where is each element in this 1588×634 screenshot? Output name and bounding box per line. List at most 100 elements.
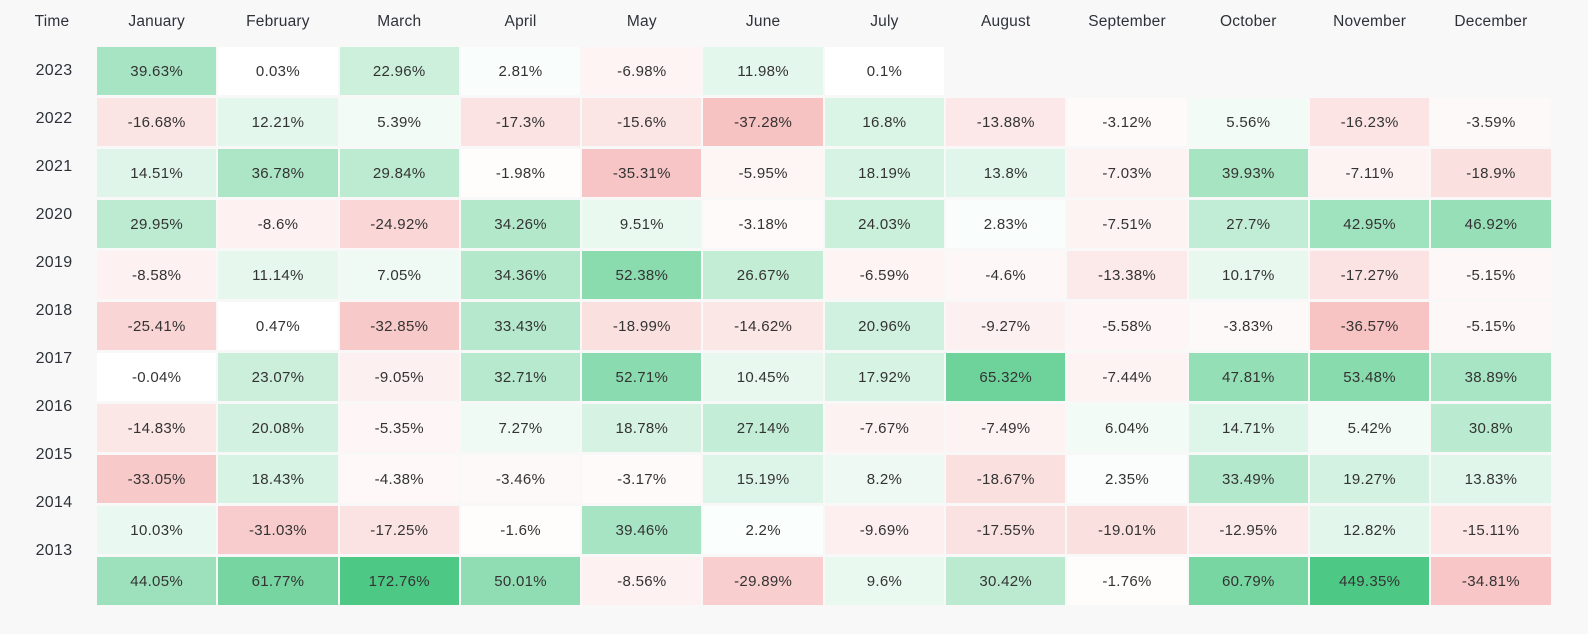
- heatmap-cell[interactable]: 7.05%: [339, 251, 459, 299]
- heatmap-cell[interactable]: 12.21%: [218, 98, 338, 146]
- heatmap-cell[interactable]: 27.7%: [1188, 200, 1308, 248]
- heatmap-cell[interactable]: -34.81%: [1431, 557, 1551, 605]
- heatmap-cell[interactable]: -8.58%: [97, 251, 217, 299]
- heatmap-cell[interactable]: -35.31%: [582, 149, 702, 197]
- heatmap-cell[interactable]: 42.95%: [1309, 200, 1430, 248]
- heatmap-cell[interactable]: -14.62%: [703, 302, 823, 350]
- heatmap-cell[interactable]: 15.19%: [703, 455, 823, 503]
- heatmap-cell[interactable]: -15.11%: [1431, 506, 1551, 554]
- heatmap-cell[interactable]: -12.95%: [1188, 506, 1308, 554]
- heatmap-cell[interactable]: 18.19%: [824, 149, 945, 197]
- heatmap-cell[interactable]: 39.63%: [97, 47, 217, 95]
- heatmap-cell[interactable]: 36.78%: [218, 149, 338, 197]
- heatmap-cell[interactable]: 29.84%: [339, 149, 459, 197]
- heatmap-cell[interactable]: -37.28%: [703, 98, 823, 146]
- heatmap-cell[interactable]: 7.27%: [460, 404, 581, 452]
- heatmap-cell[interactable]: 10.45%: [703, 353, 823, 401]
- heatmap-cell[interactable]: 46.92%: [1431, 200, 1551, 248]
- heatmap-cell[interactable]: -13.38%: [1067, 251, 1187, 299]
- heatmap-cell[interactable]: 60.79%: [1188, 557, 1308, 605]
- heatmap-cell[interactable]: 50.01%: [460, 557, 581, 605]
- heatmap-cell[interactable]: 18.78%: [582, 404, 702, 452]
- heatmap-cell[interactable]: -1.76%: [1067, 557, 1187, 605]
- heatmap-cell[interactable]: 20.08%: [218, 404, 338, 452]
- heatmap-cell[interactable]: 30.8%: [1431, 404, 1551, 452]
- heatmap-cell[interactable]: 53.48%: [1309, 353, 1430, 401]
- heatmap-cell[interactable]: 33.49%: [1188, 455, 1308, 503]
- heatmap-cell[interactable]: 2.81%: [460, 47, 581, 95]
- heatmap-cell[interactable]: 20.96%: [824, 302, 945, 350]
- heatmap-cell[interactable]: 39.46%: [582, 506, 702, 554]
- heatmap-cell[interactable]: 172.76%: [339, 557, 459, 605]
- heatmap-cell[interactable]: 2.83%: [946, 200, 1066, 248]
- heatmap-cell[interactable]: 19.27%: [1309, 455, 1430, 503]
- heatmap-cell[interactable]: 24.03%: [824, 200, 945, 248]
- heatmap-cell[interactable]: -8.6%: [218, 200, 338, 248]
- heatmap-cell[interactable]: 38.89%: [1431, 353, 1551, 401]
- heatmap-cell[interactable]: 2.35%: [1067, 455, 1187, 503]
- heatmap-cell[interactable]: 0.03%: [218, 47, 338, 95]
- heatmap-cell[interactable]: 65.32%: [946, 353, 1066, 401]
- heatmap-cell[interactable]: -17.3%: [460, 98, 581, 146]
- heatmap-cell[interactable]: -3.59%: [1431, 98, 1551, 146]
- heatmap-cell[interactable]: -3.17%: [582, 455, 702, 503]
- heatmap-cell[interactable]: 44.05%: [97, 557, 217, 605]
- heatmap-cell[interactable]: -17.55%: [946, 506, 1066, 554]
- heatmap-cell[interactable]: -24.92%: [339, 200, 459, 248]
- heatmap-cell[interactable]: -1.6%: [460, 506, 581, 554]
- heatmap-cell[interactable]: 34.26%: [460, 200, 581, 248]
- heatmap-cell[interactable]: 2.2%: [703, 506, 823, 554]
- heatmap-cell[interactable]: -16.23%: [1309, 98, 1430, 146]
- heatmap-cell[interactable]: -4.38%: [339, 455, 459, 503]
- heatmap-cell[interactable]: -7.67%: [824, 404, 945, 452]
- heatmap-cell[interactable]: 11.98%: [703, 47, 823, 95]
- heatmap-cell[interactable]: 5.56%: [1188, 98, 1308, 146]
- heatmap-cell[interactable]: -32.85%: [339, 302, 459, 350]
- heatmap-cell[interactable]: 23.07%: [218, 353, 338, 401]
- heatmap-cell[interactable]: -4.6%: [946, 251, 1066, 299]
- heatmap-cell[interactable]: -6.59%: [824, 251, 945, 299]
- heatmap-cell[interactable]: 52.38%: [582, 251, 702, 299]
- heatmap-cell[interactable]: -36.57%: [1309, 302, 1430, 350]
- heatmap-cell[interactable]: 29.95%: [97, 200, 217, 248]
- heatmap-cell[interactable]: -6.98%: [582, 47, 702, 95]
- heatmap-cell[interactable]: -7.49%: [946, 404, 1066, 452]
- heatmap-cell[interactable]: -3.18%: [703, 200, 823, 248]
- heatmap-cell[interactable]: 34.36%: [460, 251, 581, 299]
- heatmap-cell[interactable]: -5.95%: [703, 149, 823, 197]
- heatmap-cell[interactable]: -17.27%: [1309, 251, 1430, 299]
- heatmap-cell[interactable]: 61.77%: [218, 557, 338, 605]
- heatmap-cell[interactable]: 33.43%: [460, 302, 581, 350]
- heatmap-cell[interactable]: 10.03%: [97, 506, 217, 554]
- heatmap-cell[interactable]: 27.14%: [703, 404, 823, 452]
- heatmap-cell[interactable]: 39.93%: [1188, 149, 1308, 197]
- heatmap-cell[interactable]: -9.27%: [946, 302, 1066, 350]
- heatmap-cell[interactable]: -3.83%: [1188, 302, 1308, 350]
- heatmap-cell[interactable]: 9.51%: [582, 200, 702, 248]
- heatmap-cell[interactable]: 11.14%: [218, 251, 338, 299]
- heatmap-cell[interactable]: -14.83%: [97, 404, 217, 452]
- heatmap-cell[interactable]: -31.03%: [218, 506, 338, 554]
- heatmap-cell[interactable]: 8.2%: [824, 455, 945, 503]
- heatmap-cell[interactable]: 0.47%: [218, 302, 338, 350]
- heatmap-cell[interactable]: 6.04%: [1067, 404, 1187, 452]
- heatmap-cell[interactable]: -3.12%: [1067, 98, 1187, 146]
- heatmap-cell[interactable]: 13.83%: [1431, 455, 1551, 503]
- heatmap-cell[interactable]: 12.82%: [1309, 506, 1430, 554]
- heatmap-cell[interactable]: 30.42%: [946, 557, 1066, 605]
- heatmap-cell[interactable]: 5.39%: [339, 98, 459, 146]
- heatmap-cell[interactable]: -5.15%: [1431, 251, 1551, 299]
- heatmap-cell[interactable]: -7.03%: [1067, 149, 1187, 197]
- heatmap-cell[interactable]: -9.05%: [339, 353, 459, 401]
- heatmap-cell[interactable]: -7.51%: [1067, 200, 1187, 248]
- heatmap-cell[interactable]: 32.71%: [460, 353, 581, 401]
- heatmap-cell[interactable]: -19.01%: [1067, 506, 1187, 554]
- heatmap-cell[interactable]: 26.67%: [703, 251, 823, 299]
- heatmap-cell[interactable]: -18.67%: [946, 455, 1066, 503]
- heatmap-cell[interactable]: -5.35%: [339, 404, 459, 452]
- heatmap-cell[interactable]: -7.44%: [1067, 353, 1187, 401]
- heatmap-cell[interactable]: -5.58%: [1067, 302, 1187, 350]
- heatmap-cell[interactable]: 10.17%: [1188, 251, 1308, 299]
- heatmap-cell[interactable]: -15.6%: [582, 98, 702, 146]
- heatmap-cell[interactable]: -7.11%: [1309, 149, 1430, 197]
